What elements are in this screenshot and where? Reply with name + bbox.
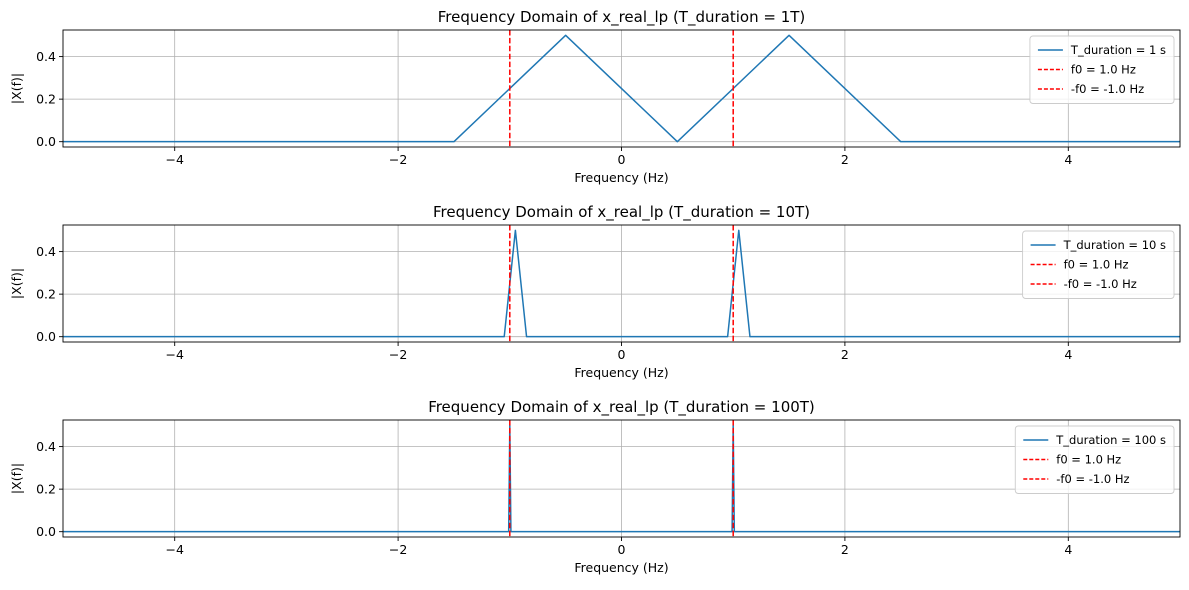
legend-label: -f0 = -1.0 Hz xyxy=(1056,472,1129,486)
legend-box xyxy=(1029,35,1175,104)
legend-box xyxy=(1014,425,1175,494)
legend-label: -f0 = -1.0 Hz xyxy=(1071,82,1144,96)
legend-label: T_duration = 100 s xyxy=(1055,433,1166,447)
subplot-3: −4 −2 0 2 4 0.0 0.2 0.4 Frequency Domain of x_re… xyxy=(9,398,1181,575)
legend: T_duration = 100 s f0 = 1.0 Hz -f0 = -1.0 … xyxy=(1014,425,1175,494)
x-axis-label: Frequency (Hz) xyxy=(574,170,668,185)
x-tick-label: −2 xyxy=(389,542,407,557)
x-tick-label: 2 xyxy=(841,542,849,557)
x-tick-label: 4 xyxy=(1064,347,1072,362)
y-tick-label: 0.2 xyxy=(36,287,56,302)
y-tick-label: 0.0 xyxy=(36,134,56,149)
x-tick-label: 2 xyxy=(841,152,849,167)
y-tick-label: 0.0 xyxy=(36,329,56,344)
x-axis-label: Frequency (Hz) xyxy=(574,560,668,575)
x-tick-label: −2 xyxy=(389,347,407,362)
y-tick-label: 0.2 xyxy=(36,482,56,497)
x-tick-label: 0 xyxy=(618,347,626,362)
x-tick-label: 4 xyxy=(1064,152,1072,167)
y-axis-label: |X(f)| xyxy=(9,73,24,104)
legend-label: -f0 = -1.0 Hz xyxy=(1064,277,1137,291)
legend-label: T_duration = 10 s xyxy=(1063,238,1166,252)
subplot-1: −4 −2 0 2 4 0.0 0.2 0.4 Frequency Domain of x_re… xyxy=(9,8,1181,185)
y-tick-label: 0.4 xyxy=(36,244,56,259)
y-tick-label: 0.0 xyxy=(36,524,56,539)
legend-label: f0 = 1.0 Hz xyxy=(1064,258,1129,272)
x-tick-label: 0 xyxy=(618,542,626,557)
x-tick-label: −4 xyxy=(165,542,183,557)
series-line xyxy=(63,424,1180,533)
x-tick-label: 0 xyxy=(618,152,626,167)
y-tick-label: 0.4 xyxy=(36,49,56,64)
y-tick-label: 0.2 xyxy=(36,92,56,107)
x-tick-label: −2 xyxy=(389,152,407,167)
x-tick-label: −4 xyxy=(165,152,183,167)
subplot-title: Frequency Domain of x_real_lp (T_duratio… xyxy=(428,398,815,417)
x-axis-label: Frequency (Hz) xyxy=(574,365,668,380)
y-axis-label: |X(f)| xyxy=(9,268,24,299)
series-line xyxy=(63,34,1180,143)
x-tick-label: 4 xyxy=(1064,542,1072,557)
legend-box xyxy=(1022,230,1175,299)
legend-label: f0 = 1.0 Hz xyxy=(1071,63,1136,77)
subplot-title: Frequency Domain of x_real_lp (T_duratio… xyxy=(438,8,806,27)
series-line xyxy=(63,229,1180,338)
subplot-title: Frequency Domain of x_real_lp (T_duratio… xyxy=(433,203,810,222)
subplot-2: −4 −2 0 2 4 0.0 0.2 0.4 Frequency Domain of x_re… xyxy=(9,203,1181,380)
legend-label: T_duration = 1 s xyxy=(1070,43,1166,57)
legend: T_duration = 10 s f0 = 1.0 Hz -f0 = -1.0 H… xyxy=(1022,230,1175,299)
legend: T_duration = 1 s f0 = 1.0 Hz -f0 = -1.0 Hz xyxy=(1029,35,1175,104)
y-tick-label: 0.4 xyxy=(36,439,56,454)
legend-label: f0 = 1.0 Hz xyxy=(1056,453,1121,467)
x-tick-label: 2 xyxy=(841,347,849,362)
x-tick-label: −4 xyxy=(165,347,183,362)
y-axis-label: |X(f)| xyxy=(9,463,24,494)
